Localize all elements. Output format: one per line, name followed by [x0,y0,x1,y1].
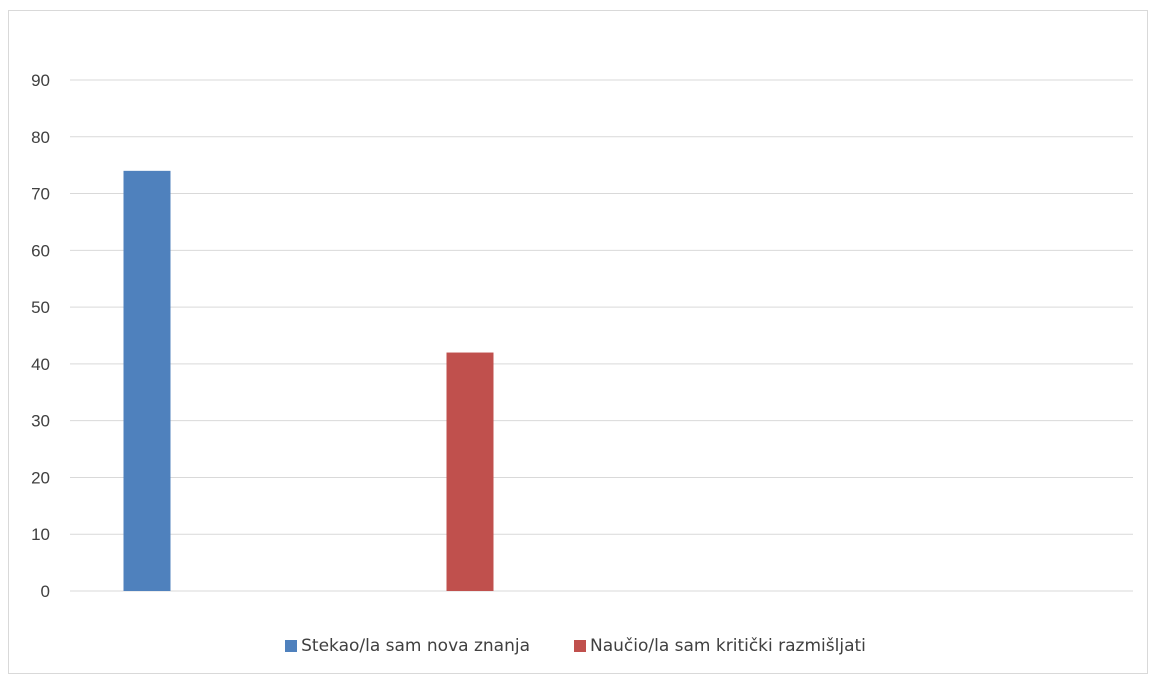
y-tick-label: 50 [31,298,50,317]
y-tick-label: 80 [31,128,50,147]
legend-label-series-1: Stekao/la sam nova znanja [301,636,530,656]
bar-series-2 [446,352,494,591]
legend-swatch-series-1 [285,640,298,652]
bars [123,170,494,591]
y-tick-label: 60 [31,241,50,260]
legend-swatch-series-2 [574,640,586,652]
y-tick-label: 10 [31,525,50,544]
y-axis-ticks: 0 10 20 30 40 50 60 70 80 90 [31,71,50,601]
legend: Stekao/la sam nova znanja Naučio/la sam … [0,632,1151,660]
y-tick-label: 0 [41,582,50,601]
legend-item-series-1: Stekao/la sam nova znanja [285,636,530,656]
gridlines [70,79,1133,592]
y-tick-label: 30 [31,412,50,431]
y-tick-label: 20 [31,468,50,487]
legend-item-series-2: Naučio/la sam kritički razmišljati [574,636,866,656]
y-tick-label: 90 [31,71,50,90]
bar-series-1 [123,170,171,591]
legend-label-series-2: Naučio/la sam kritički razmišljati [590,636,866,656]
chart-frame [8,10,1148,674]
y-tick-label: 70 [31,185,50,204]
y-tick-label: 40 [31,355,50,374]
